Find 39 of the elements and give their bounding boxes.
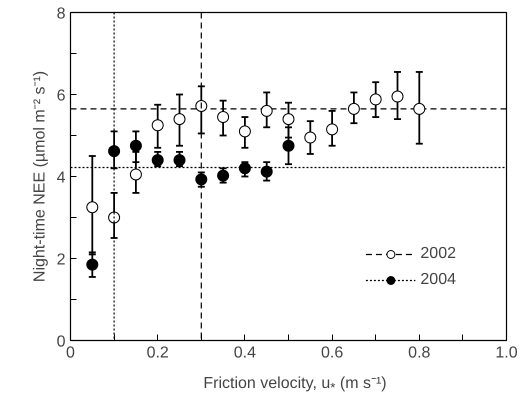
- point: [86, 201, 98, 214]
- point: [238, 125, 251, 138]
- point: [217, 170, 230, 182]
- point: [260, 104, 273, 117]
- legend-label: 2002: [420, 245, 456, 263]
- point: [86, 258, 98, 271]
- point: [195, 100, 208, 112]
- x-tick-label: 0.2: [146, 344, 169, 362]
- x-tick-label: 1.0: [495, 344, 518, 362]
- point: [282, 113, 294, 126]
- point: [282, 140, 294, 152]
- point: [326, 123, 338, 136]
- legend-label: 2004: [420, 271, 456, 289]
- point: [152, 119, 164, 132]
- point: [174, 113, 186, 126]
- y-tick-label: 4: [56, 170, 66, 186]
- point: [260, 166, 273, 178]
- x-tick-label: 0.6: [320, 344, 344, 362]
- y-axis-title: Night-time NEE (µmol m⁻² s⁻¹): [32, 70, 49, 282]
- point: [217, 111, 230, 124]
- point: [348, 102, 360, 115]
- x-tick-label: 0.8: [408, 344, 431, 362]
- y-tick-label: 2: [56, 252, 66, 268]
- point: [392, 90, 404, 103]
- point: [152, 154, 164, 166]
- point: [174, 154, 186, 166]
- point: [370, 93, 382, 106]
- point: [304, 132, 316, 144]
- x-axis-title: Friction velocity, u$_{*}$ (m s⁻¹): [203, 374, 387, 398]
- point: [130, 168, 142, 180]
- y-tick-label: 0: [56, 334, 66, 350]
- y-tick-label: 8: [56, 6, 66, 22]
- point: [195, 173, 208, 186]
- y-tick-label: 6: [56, 88, 66, 104]
- point: [108, 145, 120, 158]
- point: [413, 102, 426, 115]
- point: [238, 162, 251, 174]
- x-tick-label: 0.4: [234, 344, 256, 362]
- point: [108, 212, 120, 224]
